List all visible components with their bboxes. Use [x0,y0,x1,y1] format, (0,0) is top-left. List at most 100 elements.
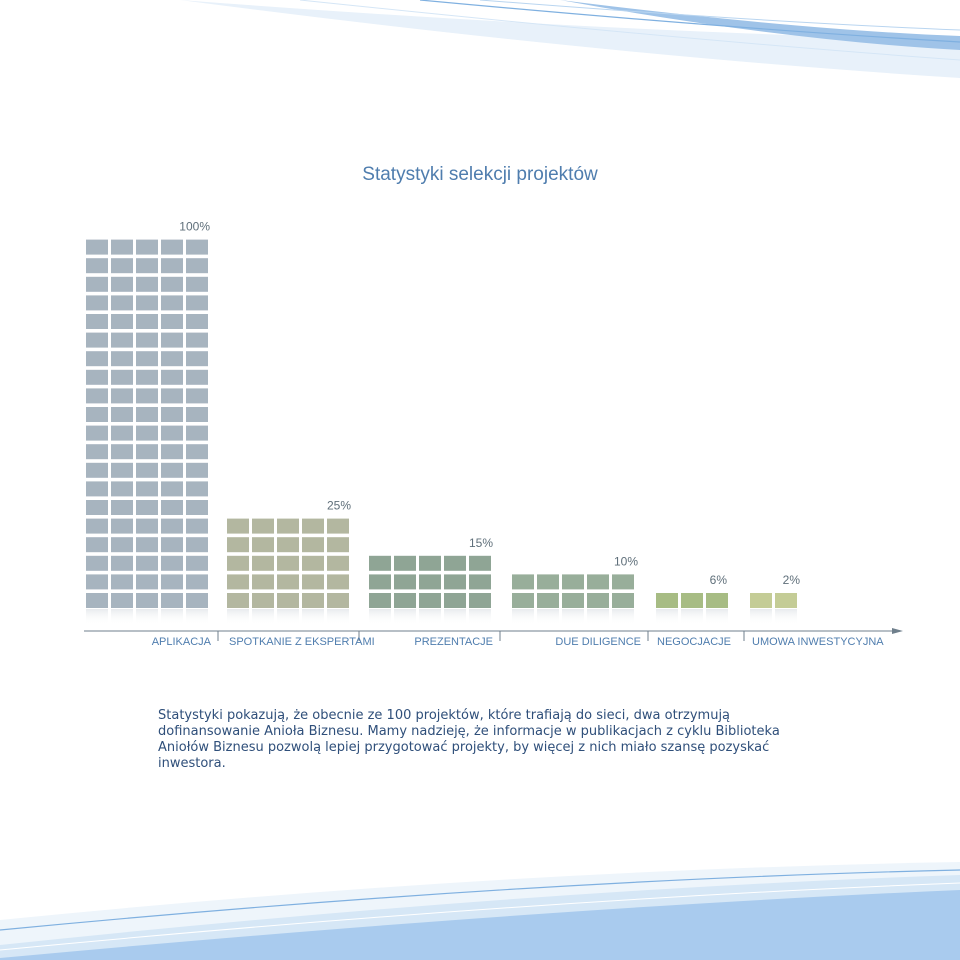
bar-cell [161,555,183,571]
bar-cell [252,537,274,553]
bar-cell [161,537,183,553]
bar-cell [86,555,108,571]
bar-cell [562,574,584,590]
bar-reflection [277,609,299,625]
bar-cell [111,593,133,608]
bar-reflection [706,609,728,625]
bar-cell [394,593,416,608]
bar-cell [136,258,158,274]
bar-cell [186,314,208,329]
bar-cell [136,500,158,515]
chart-title: Statystyki selekcji projektów [362,164,598,185]
bar-5 [656,593,728,625]
bar-cell [111,481,133,497]
bar-chart: 100% 25% 15% 10% 6% 2% APLIKACJA SPOTKANIE Z EK… [84,220,903,648]
bar-cell [111,555,133,571]
bar-cell [111,276,133,292]
bar-reflection [369,609,391,625]
bar-cell [186,555,208,571]
bar-cell [252,555,274,571]
bar-cell [612,574,634,590]
bar-cell [186,462,208,478]
bar-cell [302,593,324,608]
bar-cell [252,593,274,608]
bar-cell [86,481,108,497]
bar-cell [136,518,158,534]
bar-cell [327,537,349,553]
bar-reflection [512,609,534,625]
bar-cell [327,574,349,590]
bar-cell [327,593,349,608]
bar-cell [419,574,441,590]
bar-cell [327,555,349,571]
bar-cell [136,239,158,255]
bar-cell [136,332,158,348]
bar-cell [86,258,108,274]
bar-cell [186,481,208,497]
bar-cell [111,425,133,441]
bar-cell [86,518,108,534]
bar-cell [277,593,299,608]
data-label: 6% [710,573,728,587]
bar-cell [394,574,416,590]
bar-reflection [656,609,678,625]
bar-cell [161,332,183,348]
bar-cell [302,555,324,571]
bar-reflection [750,609,772,625]
bar-cell [444,555,466,571]
bar-cell [161,276,183,292]
bar-cell [227,518,249,534]
bar-cell [86,351,108,367]
bar-cell [111,295,133,311]
bar-reflection [252,609,274,625]
bar-reflection [419,609,441,625]
bar-reflection [327,609,349,625]
bar-cell [612,593,634,608]
bar-cell [136,555,158,571]
bar-cell [136,407,158,422]
bar-cell [136,537,158,553]
bar-cell [111,462,133,478]
bar-cell [111,444,133,460]
bar-cell [161,258,183,274]
bar-cell [136,593,158,608]
bar-cell [562,593,584,608]
bar-cell [161,295,183,311]
bar-cell [161,574,183,590]
bar-reflection [136,609,158,625]
bar-cell [277,518,299,534]
bar-reflection [612,609,634,625]
bar-cell [161,444,183,460]
decorative-wave-bottom [0,862,960,960]
bar-cell [111,369,133,385]
bar-cell [136,295,158,311]
bar-cell [186,332,208,348]
bar-2 [227,518,349,625]
data-label: 100% [179,220,210,234]
bar-cell [86,593,108,608]
bar-cell [161,388,183,404]
bar-cell [302,537,324,553]
bar-cell [186,295,208,311]
bar-cell [136,481,158,497]
bar-cell [186,537,208,553]
bar-cell [252,518,274,534]
bar-cell [136,462,158,478]
bar-cell [136,388,158,404]
bar-cell [186,593,208,608]
data-label: 25% [327,499,351,513]
bar-cell [186,388,208,404]
category-label: DUE DILIGENCE [555,636,641,648]
bar-cell [469,574,491,590]
bar-cell [86,444,108,460]
bar-cell [537,574,559,590]
category-label: APLIKACJA [152,636,212,648]
bar-cell [136,574,158,590]
bar-reflection [775,609,797,625]
bar-reflection [587,609,609,625]
bar-1 [86,239,208,625]
bar-cell [750,593,772,608]
bar-cell [86,500,108,515]
bar-cell [136,444,158,460]
bar-cell [681,593,703,608]
